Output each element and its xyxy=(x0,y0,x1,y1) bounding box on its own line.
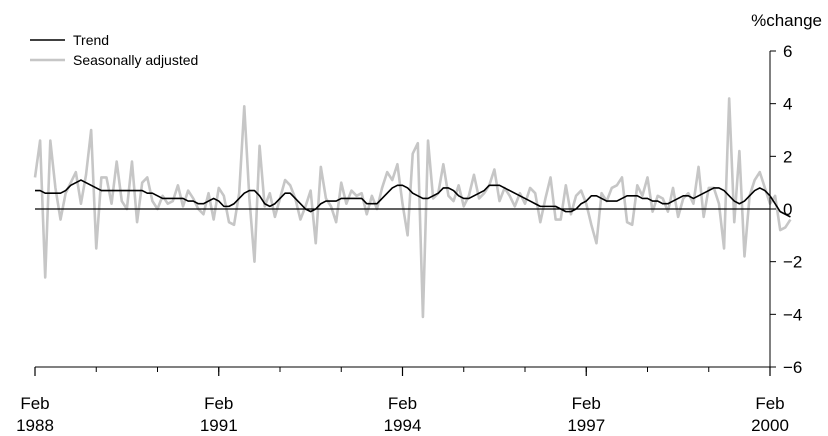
y-tick-label: −2 xyxy=(783,253,802,272)
x-tick-label-year: 1994 xyxy=(384,416,422,435)
x-tick-label-month: Feb xyxy=(572,394,601,413)
legend-label-seasonally-adjusted: Seasonally adjusted xyxy=(73,52,198,68)
series-lines xyxy=(33,97,792,319)
x-tick-label-year: 1988 xyxy=(16,416,54,435)
y-tick-label: 0 xyxy=(783,200,792,219)
x-tick-label-year: 1997 xyxy=(567,416,605,435)
x-axis-ticks: Feb 1988 Feb 1991 Feb 1994 Feb 1997 Feb 2000 xyxy=(16,367,789,435)
x-tick-label-year: 2000 xyxy=(751,416,789,435)
x-tick-label-month: Feb xyxy=(20,394,49,413)
y-axis-label: %change xyxy=(751,11,822,30)
x-tick-label-month: Feb xyxy=(388,394,417,413)
x-tick-label-month: Feb xyxy=(204,394,233,413)
legend-label-trend: Trend xyxy=(73,32,109,48)
y-tick-label: −6 xyxy=(783,358,802,377)
series-line-seasonally-adjusted xyxy=(33,97,792,319)
y-tick-label: 6 xyxy=(783,42,792,61)
y-tick-label: −4 xyxy=(783,305,802,324)
y-tick-label: 4 xyxy=(783,95,792,114)
legend: Trend Seasonally adjusted xyxy=(30,32,198,68)
series-line-trend xyxy=(35,179,791,218)
y-axis-ticks: 6 4 2 0 −2 −4 −6 xyxy=(770,42,802,377)
x-tick-label-month: Feb xyxy=(755,394,784,413)
x-tick-label-year: 1991 xyxy=(200,416,238,435)
y-tick-label: 2 xyxy=(783,147,792,166)
